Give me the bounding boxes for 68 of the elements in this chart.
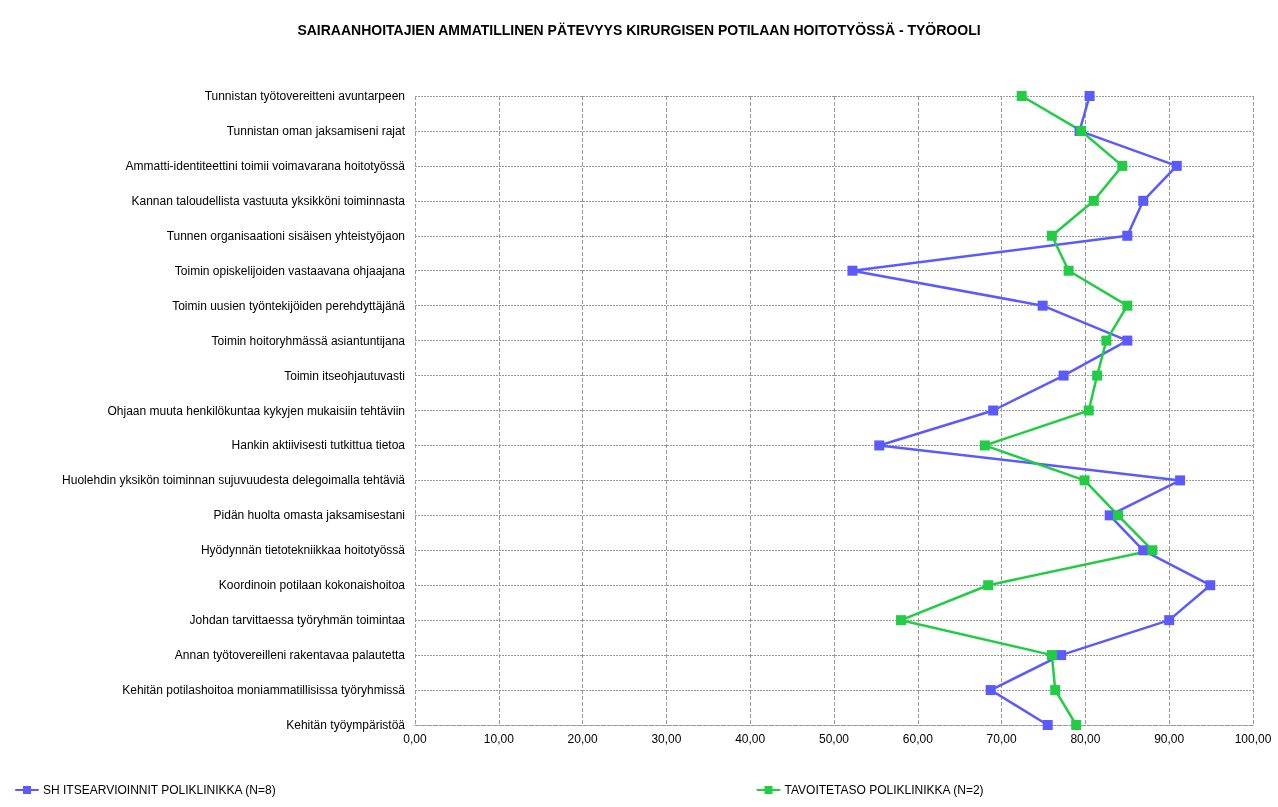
point (1092, 370, 1103, 381)
point (1050, 685, 1061, 696)
point (1088, 195, 1099, 206)
x-tick-label: 90,00 (1154, 732, 1185, 746)
point (1046, 650, 1057, 661)
point (896, 615, 907, 626)
point (1117, 160, 1128, 171)
legend-label: SH ITSEARVIOINNIT POLIKLINIKKA (N=8) (43, 783, 276, 797)
point (1016, 91, 1027, 101)
y-tick-label: Kannan taloudellista vastuuta yksikköni toiminnasta (131, 193, 406, 208)
point (1138, 195, 1149, 206)
x-tick-label: 40,00 (735, 732, 766, 746)
chart-title: SAIRAANHOITAJIEN AMMATILLINEN PÄTEVYYS KIRURGISEN POTILAAN HOITOTYÖSSÄ - TYÖROOLI (297, 22, 981, 38)
y-tick-label: Toimin opiskelijoiden vastaavana ohjaajana (174, 263, 406, 278)
x-tick-label: 60,00 (902, 732, 934, 746)
point (1101, 335, 1112, 346)
x-tick-label: 0,00 (403, 732, 427, 746)
point (1122, 230, 1133, 241)
y-tick-label: Toimin itseohjautuvasti (284, 368, 405, 383)
point (1083, 405, 1094, 416)
x-tick-label: 30,00 (651, 732, 682, 746)
point (1138, 545, 1149, 556)
x-tick-label: 10,00 (483, 732, 515, 746)
y-tick-label: Hyödynnän tietotekniikkaa hoitotyössä (200, 543, 406, 558)
point (1071, 720, 1082, 730)
y-tick-label: Tunnistan oman jaksamiseni rajat (226, 123, 406, 138)
point (1079, 475, 1090, 486)
point (988, 405, 999, 416)
x-tick-label: 50,00 (818, 732, 850, 746)
x-tick-label: 20,00 (567, 732, 598, 746)
y-tick-label: Toimin uusien työntekijöiden perehdyttäjänä (172, 298, 406, 313)
x-tick-label: 70,00 (986, 732, 1017, 746)
point (1122, 335, 1133, 346)
y-tick-label: Annan työtovereilleni rakentavaa palautetta (174, 648, 406, 663)
y-tick-label: Johdan tarvittaessa työryhmän toimintaa (189, 613, 406, 628)
point (847, 265, 858, 276)
y-tick-label: Toimin hoitoryhmässä asiantuntijana (211, 333, 406, 348)
point (1058, 370, 1069, 381)
point (1037, 300, 1048, 311)
legend-label: TAVOITETASO POLIKLINIKKA (N=2) (784, 783, 984, 797)
y-tick-label: Ammatti-identiteettini toimii voimavarana hoitotyössä (125, 158, 406, 173)
point (979, 440, 990, 451)
y-tick-label: Ohjaan muuta henkilökuntaa kykyjen mukaisiin tehtäviin (107, 403, 405, 418)
point (1205, 580, 1216, 591)
point (874, 440, 885, 451)
x-tick-label: 80,00 (1070, 732, 1101, 746)
point (1122, 300, 1133, 311)
y-tick-label: Kehitän työympäristöä (286, 718, 406, 732)
y-tick-label: Hankin aktiivisesti tutkittua tietoa (231, 438, 406, 453)
point (1171, 160, 1182, 171)
point (1063, 265, 1074, 276)
point (1046, 230, 1057, 241)
point (1164, 615, 1175, 626)
x-tick-label: 100,00 (1234, 732, 1272, 746)
point (1175, 475, 1186, 486)
point (1042, 720, 1053, 730)
y-tick-label: Huolehdin yksikön toiminnan sujuvuudesta delegoimalla tehtäviä (62, 473, 406, 488)
y-tick-label: Koordinoin potilaan kokonaishoitoa (218, 578, 406, 593)
point (985, 685, 996, 696)
y-tick-label: Pidän huolta omasta jaksamisestani (213, 508, 405, 523)
point (1084, 91, 1095, 101)
y-tick-label: Tunnistan työtovereitteni avuntarpeen (204, 89, 405, 103)
y-tick-label: Kehitän potilashoitoa moniammatillisissa työryhmissä (122, 683, 406, 698)
point (1113, 510, 1124, 521)
y-tick-label: Tunnen organisaationi sisäisen yhteistyöjaon (166, 228, 405, 243)
point (1147, 545, 1158, 556)
point (983, 580, 994, 591)
point (1056, 650, 1067, 661)
